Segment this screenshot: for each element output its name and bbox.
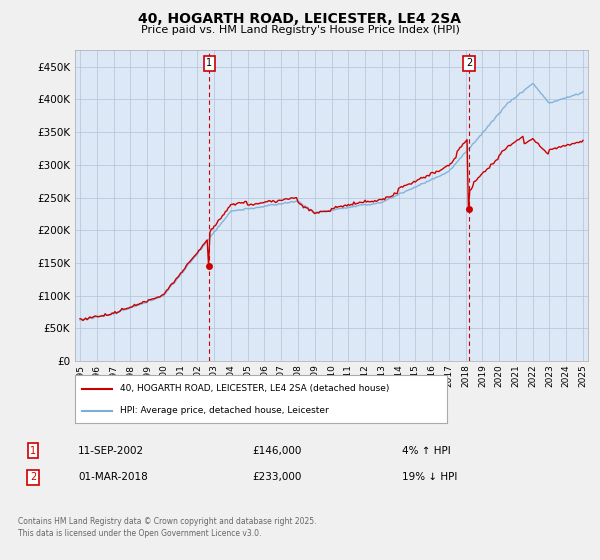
Text: 1: 1 [206,58,212,68]
Text: 11-SEP-2002: 11-SEP-2002 [78,446,144,456]
Text: This data is licensed under the Open Government Licence v3.0.: This data is licensed under the Open Gov… [18,530,262,539]
Text: 2: 2 [466,58,472,68]
Text: £233,000: £233,000 [252,472,301,482]
Text: 01-MAR-2018: 01-MAR-2018 [78,472,148,482]
Text: £146,000: £146,000 [252,446,301,456]
Text: 19% ↓ HPI: 19% ↓ HPI [402,472,457,482]
Text: 4% ↑ HPI: 4% ↑ HPI [402,446,451,456]
Text: 2: 2 [30,472,36,482]
Text: Contains HM Land Registry data © Crown copyright and database right 2025.: Contains HM Land Registry data © Crown c… [18,516,317,526]
Text: 1: 1 [30,446,36,456]
Text: 40, HOGARTH ROAD, LEICESTER, LE4 2SA: 40, HOGARTH ROAD, LEICESTER, LE4 2SA [139,12,461,26]
Text: Price paid vs. HM Land Registry's House Price Index (HPI): Price paid vs. HM Land Registry's House … [140,25,460,35]
Text: HPI: Average price, detached house, Leicester: HPI: Average price, detached house, Leic… [119,407,328,416]
Text: 40, HOGARTH ROAD, LEICESTER, LE4 2SA (detached house): 40, HOGARTH ROAD, LEICESTER, LE4 2SA (de… [119,384,389,393]
